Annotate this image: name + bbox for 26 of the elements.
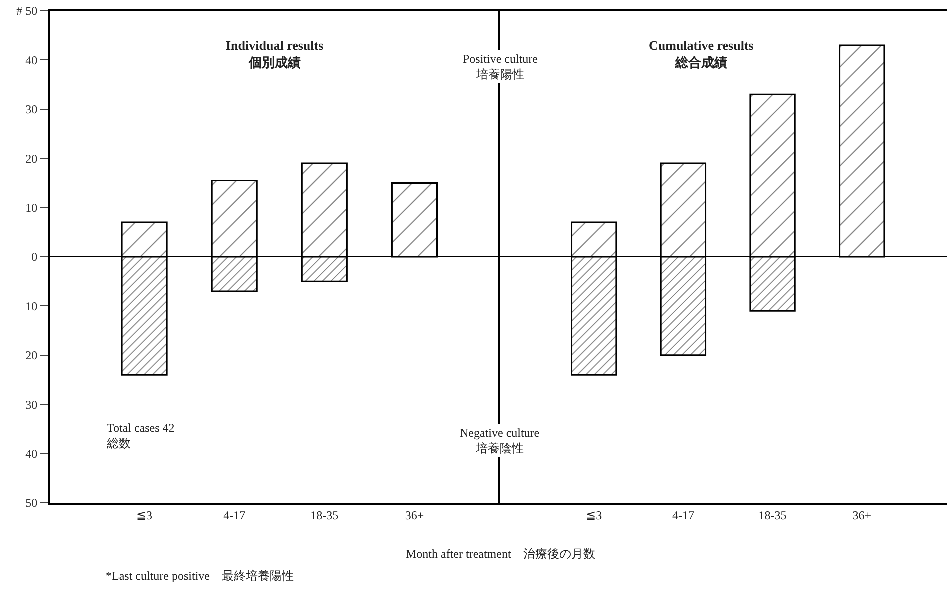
y-tick-label: 40 — [26, 53, 38, 68]
annotation: Negative culture 培養陰性 — [460, 426, 540, 456]
y-tick-label: 30 — [26, 102, 38, 117]
y-tick-label: 40 — [26, 447, 38, 461]
x-tick-label: ≦3 — [136, 508, 153, 522]
text: Individual results 個別成績 — [226, 38, 324, 70]
x-tick-label: 18-35 — [310, 508, 339, 522]
y-tick-label: 10 — [26, 201, 38, 215]
x-tick-label: 4-17 — [672, 508, 694, 522]
x-axis-title: Month after treatment 治療後の月数 — [406, 547, 596, 561]
y-tick-label: 0 — [32, 250, 38, 264]
y-tick-label: # 50 — [16, 4, 38, 18]
text: Cumulative results 総合成績 — [649, 38, 754, 70]
annotation: Total cases 42 総数 — [106, 421, 175, 451]
y-tick-label: 20 — [26, 152, 38, 166]
x-tick-label: 36+ — [852, 508, 872, 522]
y-tick-label: 50 — [26, 496, 38, 510]
text: *Last culture positive 最終培養陽性 — [106, 569, 294, 583]
x-tick-label: 18-35 — [758, 508, 787, 522]
y-tick-label: 30 — [26, 398, 38, 412]
x-tick-label: 36+ — [405, 508, 424, 522]
annotation: Positive culture 培養陽性 — [463, 52, 538, 82]
y-tick-label: 20 — [26, 348, 38, 363]
x-tick-label: 4-17 — [224, 508, 246, 522]
x-tick-label: ≦3 — [586, 508, 602, 522]
y-tick-label: 10 — [26, 299, 38, 314]
